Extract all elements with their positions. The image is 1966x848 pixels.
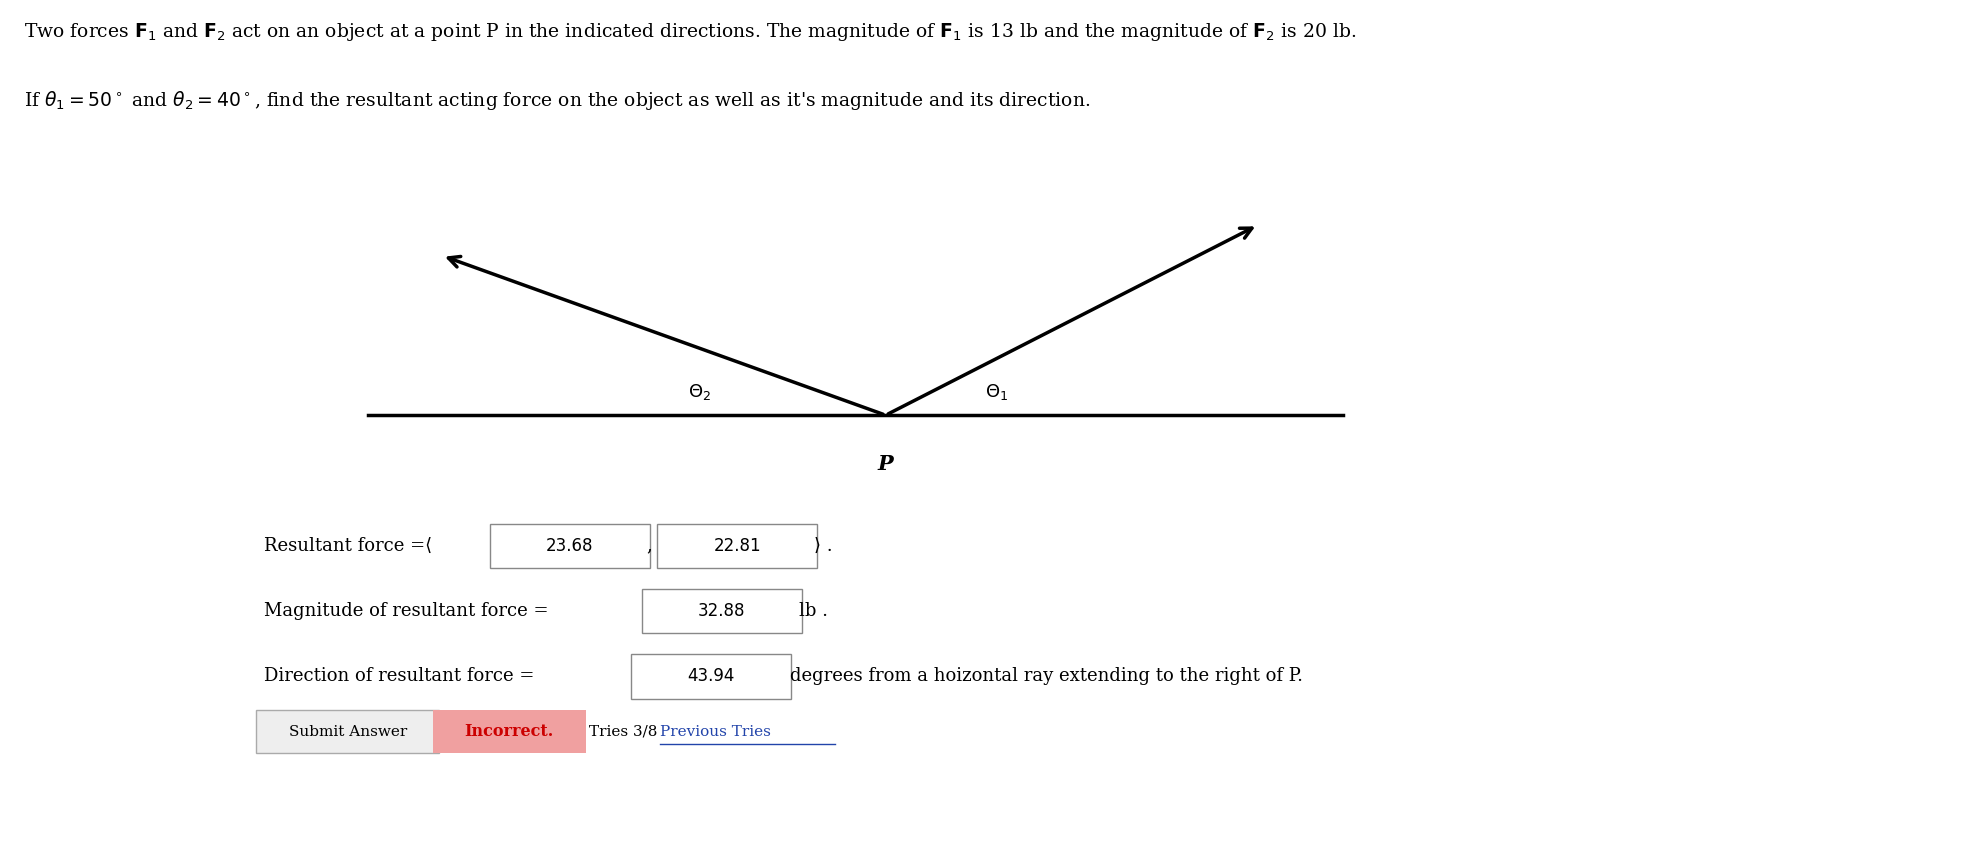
FancyBboxPatch shape <box>433 711 586 753</box>
Text: 32.88: 32.88 <box>698 602 745 620</box>
FancyBboxPatch shape <box>256 711 438 753</box>
Text: Direction of resultant force =: Direction of resultant force = <box>263 667 535 685</box>
Text: Two forces $\mathbf{F}_1$ and $\mathbf{F}_2$ act on an object at a point P in th: Two forces $\mathbf{F}_1$ and $\mathbf{F… <box>24 21 1357 43</box>
Text: ,: , <box>647 537 653 555</box>
Text: 22.81: 22.81 <box>714 537 761 555</box>
Text: $\Theta_1$: $\Theta_1$ <box>985 382 1009 402</box>
Text: $\Theta_2$: $\Theta_2$ <box>688 382 710 402</box>
Text: Tries 3/8: Tries 3/8 <box>588 725 657 739</box>
FancyBboxPatch shape <box>490 523 649 568</box>
Text: 43.94: 43.94 <box>688 667 735 685</box>
FancyBboxPatch shape <box>631 654 790 699</box>
Text: If $\theta_1 = 50^\circ$ and $\theta_2 = 40^\circ$, find the resultant acting fo: If $\theta_1 = 50^\circ$ and $\theta_2 =… <box>24 89 1089 112</box>
Text: Submit Answer: Submit Answer <box>289 725 407 739</box>
Text: P: P <box>877 455 895 474</box>
Text: 23.68: 23.68 <box>547 537 594 555</box>
FancyBboxPatch shape <box>643 589 802 633</box>
Text: Resultant force =⟨: Resultant force =⟨ <box>263 537 433 555</box>
Text: Incorrect.: Incorrect. <box>464 723 554 740</box>
FancyBboxPatch shape <box>657 523 818 568</box>
Text: Previous Tries: Previous Tries <box>661 725 771 739</box>
Text: ⟩ .: ⟩ . <box>814 537 834 555</box>
Text: Magnitude of resultant force =: Magnitude of resultant force = <box>263 602 549 620</box>
Text: degrees from a hoizontal ray extending to the right of P.: degrees from a hoizontal ray extending t… <box>790 667 1303 685</box>
Text: lb .: lb . <box>798 602 828 620</box>
